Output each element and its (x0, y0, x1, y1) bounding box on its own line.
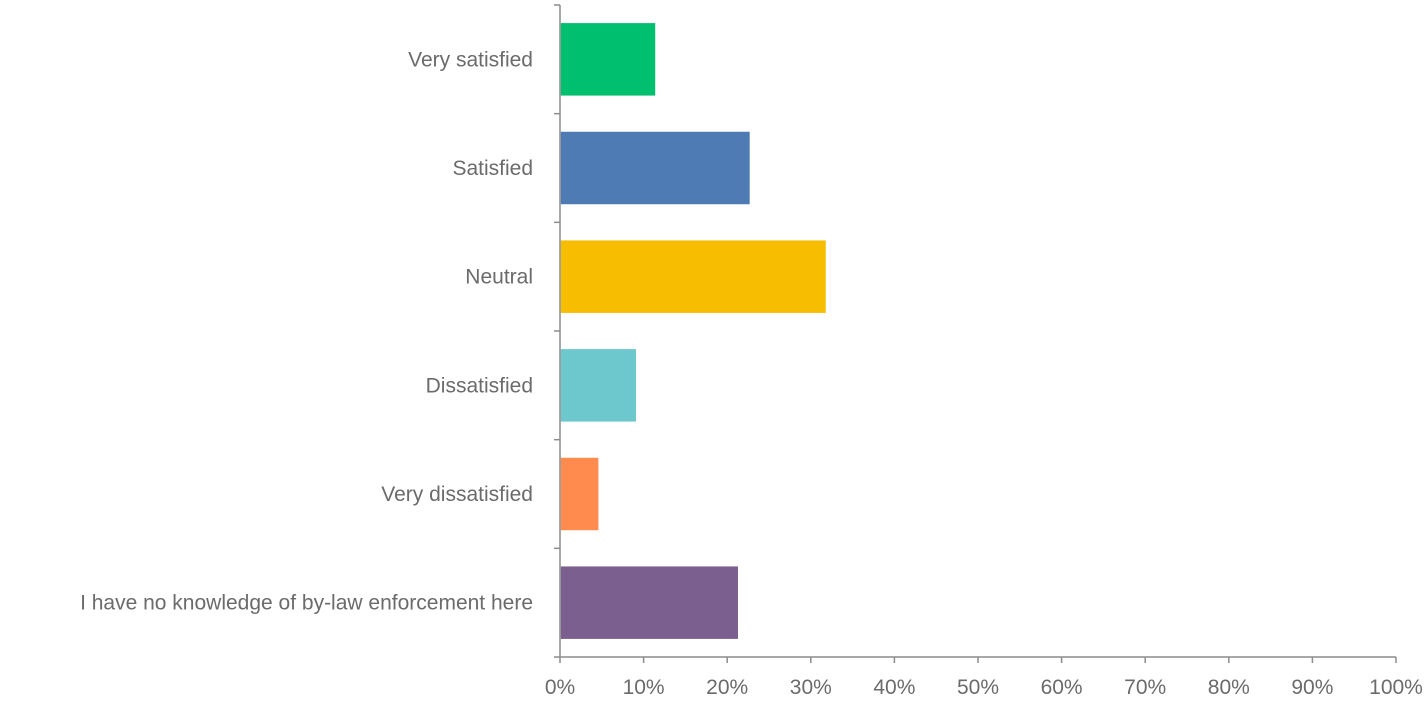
x-tick-label-10: 100% (1369, 676, 1423, 699)
bar-2 (560, 240, 826, 313)
x-tick-labels-group: 0% 10% 20% 30% 40% 50% 60% 70% 80% 90% 100% (545, 676, 1423, 699)
x-tick-label-1: 10% (623, 676, 665, 699)
bar-4 (560, 457, 599, 531)
x-tick-label-5: 50% (957, 676, 999, 699)
category-labels-group: Very satisfied Satisfied Neutral Dissatisfi… (80, 48, 533, 614)
x-tick-label-8: 80% (1208, 676, 1250, 699)
category-label-3: Dissatisfied (426, 374, 533, 397)
category-label-0: Very satisfied (408, 48, 533, 71)
x-tick-label-2: 20% (706, 676, 748, 699)
x-tick-label-0: 0% (545, 676, 575, 699)
x-tick-label-9: 90% (1291, 676, 1333, 699)
bar-0 (560, 23, 656, 96)
bars-group (560, 23, 826, 639)
bar-1 (560, 131, 750, 205)
bar-3 (560, 349, 636, 422)
bar-5 (560, 566, 738, 639)
category-label-2: Neutral (465, 266, 533, 289)
x-tick-label-7: 70% (1124, 676, 1166, 699)
x-tick-label-3: 30% (790, 676, 832, 699)
axes-group (554, 4, 1397, 663)
x-tick-label-6: 60% (1041, 676, 1083, 699)
category-label-5: I have no knowledge of by-law enforcemen… (80, 592, 533, 615)
x-tick-label-4: 40% (873, 676, 915, 699)
category-label-1: Satisfied (452, 157, 533, 180)
category-label-4: Very dissatisfied (381, 483, 533, 506)
